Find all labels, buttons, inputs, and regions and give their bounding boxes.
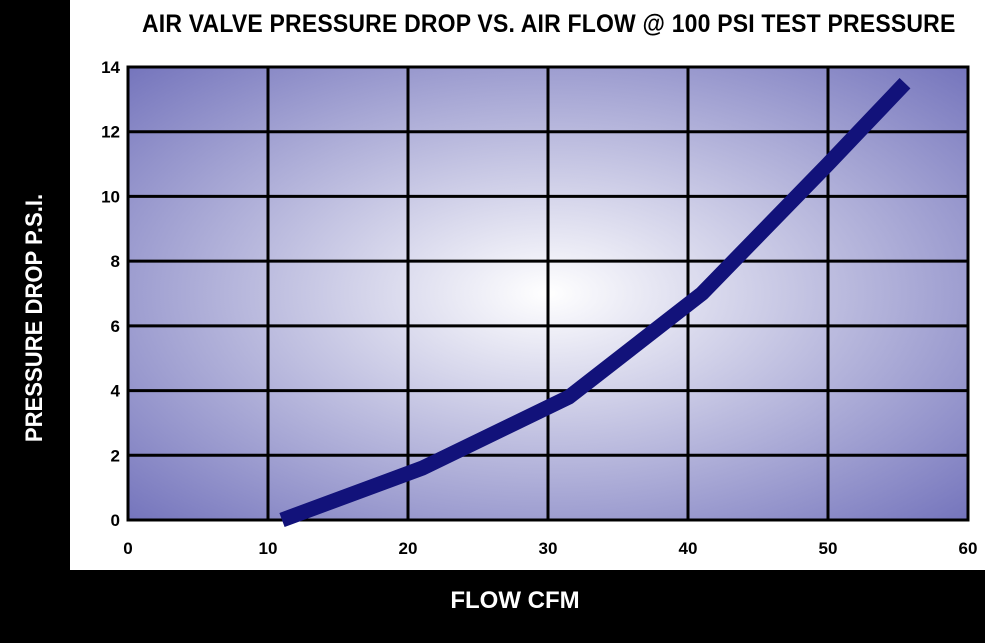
- y-tick-label: 12: [101, 123, 120, 142]
- x-tick-label: 40: [679, 539, 698, 558]
- x-tick-labels: 0 10 20 30 40 50 60: [123, 539, 977, 558]
- series-line: [279, 78, 911, 528]
- x-tick-label: 0: [123, 539, 132, 558]
- x-tick-label: 60: [959, 539, 978, 558]
- x-tick-label: 20: [399, 539, 418, 558]
- x-tick-label: 10: [259, 539, 278, 558]
- x-tick-label: 50: [819, 539, 838, 558]
- left-band: [0, 0, 70, 643]
- y-tick-label: 14: [101, 58, 120, 77]
- y-tick-label: 4: [111, 382, 121, 401]
- chart-title: AIR VALVE PRESSURE DROP VS. AIR FLOW @ 1…: [142, 10, 956, 38]
- series-layer: [279, 78, 911, 528]
- y-tick-label: 6: [111, 317, 120, 336]
- y-tick-labels: 0 2 4 6 8 10 12 14: [101, 58, 120, 530]
- plot-frame: [126, 65, 970, 522]
- y-tick-label: 8: [111, 252, 120, 271]
- x-axis-label: FLOW CFM: [450, 587, 580, 614]
- bottom-band: [0, 570, 985, 643]
- x-tick-label: 30: [539, 539, 558, 558]
- y-tick-label: 10: [101, 187, 120, 206]
- y-tick-label: 2: [111, 446, 120, 465]
- grid-lines: [126, 65, 970, 522]
- y-tick-label: 0: [111, 511, 120, 530]
